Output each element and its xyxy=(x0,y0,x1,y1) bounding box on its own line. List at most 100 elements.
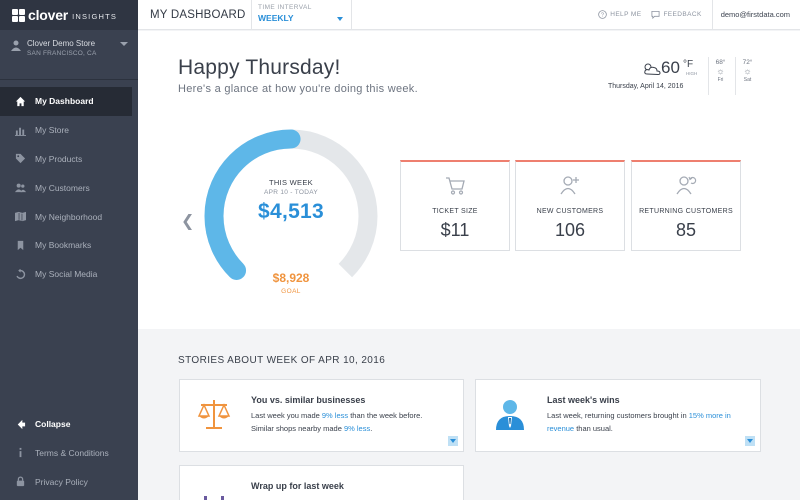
brand[interactable]: clover INSIGHTS xyxy=(0,0,138,30)
sun-icon: ☼ xyxy=(743,66,752,76)
story-text: than usual. xyxy=(574,424,613,433)
forecast-day-label: Fri xyxy=(717,77,724,83)
time-interval-label: TIME INTERVAL xyxy=(258,3,312,11)
sidebar-item-my-neighborhood[interactable]: My Neighborhood xyxy=(0,202,138,231)
sidebar-item-label: My Bookmarks xyxy=(35,240,92,251)
story-card-last-weeks-wins[interactable]: Last week's wins Last week, returning cu… xyxy=(475,379,761,452)
tag-icon xyxy=(14,153,26,165)
lock-icon xyxy=(14,476,26,488)
sidebar-item-label: My Store xyxy=(35,125,70,136)
account-email[interactable]: demo@firstdata.com xyxy=(711,0,800,30)
info-icon xyxy=(14,447,26,459)
previous-week-arrow[interactable]: ❮ xyxy=(181,213,195,230)
help-icon: ? xyxy=(598,10,607,19)
collapse-icon xyxy=(14,418,26,430)
sidebar-item-label: My Neighborhood xyxy=(35,211,103,222)
story-title: Wrap up for last week xyxy=(251,481,344,491)
collapse-button[interactable]: Collapse xyxy=(0,410,138,439)
sidebar-item-my-products[interactable]: My Products xyxy=(0,145,138,174)
story-title: You vs. similar businesses xyxy=(251,395,366,405)
story-card-wrap-up[interactable]: Wrap up for last week xyxy=(179,465,464,500)
clover-logo-icon xyxy=(12,8,25,22)
privacy-link[interactable]: Privacy Policy xyxy=(0,467,138,496)
feedback-label: FEEDBACK xyxy=(663,11,702,18)
high-label: HIGH xyxy=(686,71,698,76)
sidebar-item-label: My Customers xyxy=(35,182,90,193)
gauge-center: THIS WEEK APR 10 - TODAY $4,513 xyxy=(204,178,378,224)
cart-icon xyxy=(446,177,465,195)
stat-value: 85 xyxy=(675,220,697,240)
dashboard-summary: Happy Thursday! Here's a glance at how y… xyxy=(138,31,800,329)
forecast-day: 72° ☼ Sat xyxy=(735,57,759,95)
sidebar-footer: Collapse Terms & Conditions Privacy Poli… xyxy=(0,410,138,496)
story-text: Last week, returning customers brought i… xyxy=(547,411,689,420)
story-highlight: 9% less xyxy=(343,424,371,433)
weather-widget: 60 °F HIGH Thursday, April 14, 2016 68° … xyxy=(604,57,794,97)
time-interval-dropdown[interactable]: TIME INTERVAL WEEKLY xyxy=(251,0,352,30)
home-icon xyxy=(14,95,26,107)
partly-cloudy-icon xyxy=(644,63,661,76)
calendar-icon xyxy=(204,496,224,500)
feedback-link[interactable]: FEEDBACK xyxy=(651,10,701,19)
forecast-day-label: Sat xyxy=(743,77,752,83)
story-text: Last week you made xyxy=(251,411,322,420)
weather-date: Thursday, April 14, 2016 xyxy=(608,83,684,90)
chevron-down-icon xyxy=(120,42,128,46)
brand-name: clover xyxy=(28,7,69,23)
goal-value: $8,928 xyxy=(272,271,310,285)
returning-user-icon xyxy=(676,176,697,195)
sidebar-item-my-customers[interactable]: My Customers xyxy=(0,173,138,202)
story-highlight: 9% less xyxy=(321,411,349,420)
store-selector[interactable]: Clover Demo Store SAN FRANCISCO, CA xyxy=(0,30,138,80)
story-body: Last week, returning customers brought i… xyxy=(547,409,739,435)
story-text: than the week before. Similar shops near… xyxy=(251,411,423,433)
forecast-temp: 72° xyxy=(742,59,753,66)
gauge-label: THIS WEEK xyxy=(269,178,313,187)
stories-title: STORIES ABOUT WEEK OF APR 10, 2016 xyxy=(178,355,386,366)
sidebar-item-label: My Dashboard xyxy=(35,96,94,107)
chevron-down-icon xyxy=(747,439,753,443)
stat-value: $11 xyxy=(440,220,470,240)
sidebar-item-label: My Social Media xyxy=(35,269,98,280)
sun-icon: ☼ xyxy=(716,66,725,76)
stat-card-ticket-size[interactable]: TICKET SIZE $11 xyxy=(400,160,510,251)
chevron-down-icon xyxy=(450,439,456,443)
stat-card-new-customers[interactable]: NEW CUSTOMERS 106 xyxy=(515,160,625,251)
sidebar-nav: My Dashboard My Store My Products My Cus… xyxy=(0,87,138,289)
scale-icon xyxy=(197,400,231,429)
gauge-amount: $4,513 xyxy=(257,200,325,223)
sidebar-item-my-dashboard[interactable]: My Dashboard xyxy=(0,87,132,116)
stat-label: TICKET SIZE xyxy=(432,208,478,215)
forecast-day: 68° ☼ Fri xyxy=(708,57,732,95)
expand-button[interactable] xyxy=(448,436,458,446)
bookmark-icon xyxy=(14,239,26,251)
story-title: Last week's wins xyxy=(547,395,620,405)
story-card-similar-businesses[interactable]: You vs. similar businesses Last week you… xyxy=(179,379,464,452)
privacy-label: Privacy Policy xyxy=(35,476,88,487)
greeting-title: Happy Thursday! xyxy=(178,56,341,79)
store-location: SAN FRANCISCO, CA xyxy=(27,50,97,57)
current-temp: 60 xyxy=(661,58,680,77)
gauge-range: APR 10 - TODAY xyxy=(263,189,319,196)
story-text: . xyxy=(370,424,373,433)
topbar: MY DASHBOARD TIME INTERVAL WEEKLY ? HELP… xyxy=(138,0,800,30)
help-link[interactable]: ? HELP ME xyxy=(598,10,641,19)
sidebar: clover INSIGHTS Clover Demo Store SAN FR… xyxy=(0,0,138,500)
revenue-gauge xyxy=(204,129,378,303)
collapse-label: Collapse xyxy=(35,419,71,429)
help-label: HELP ME xyxy=(610,11,642,18)
expand-button[interactable] xyxy=(745,436,755,446)
gauge-progress xyxy=(204,129,378,303)
terms-label: Terms & Conditions xyxy=(35,447,109,458)
sidebar-item-my-store[interactable]: My Store xyxy=(0,116,138,145)
sidebar-item-my-social-media[interactable]: My Social Media xyxy=(0,260,138,289)
stat-label: NEW CUSTOMERS xyxy=(536,208,604,215)
store-name: Clover Demo Store xyxy=(27,39,96,48)
brand-suffix: INSIGHTS xyxy=(72,11,118,21)
stat-card-returning-customers[interactable]: RETURNING CUSTOMERS 85 xyxy=(631,160,741,251)
sidebar-item-my-bookmarks[interactable]: My Bookmarks xyxy=(0,231,138,260)
terms-link[interactable]: Terms & Conditions xyxy=(0,438,138,467)
businessman-icon xyxy=(496,400,524,430)
goal-label: GOAL xyxy=(281,288,301,295)
sidebar-item-label: My Products xyxy=(35,153,83,164)
